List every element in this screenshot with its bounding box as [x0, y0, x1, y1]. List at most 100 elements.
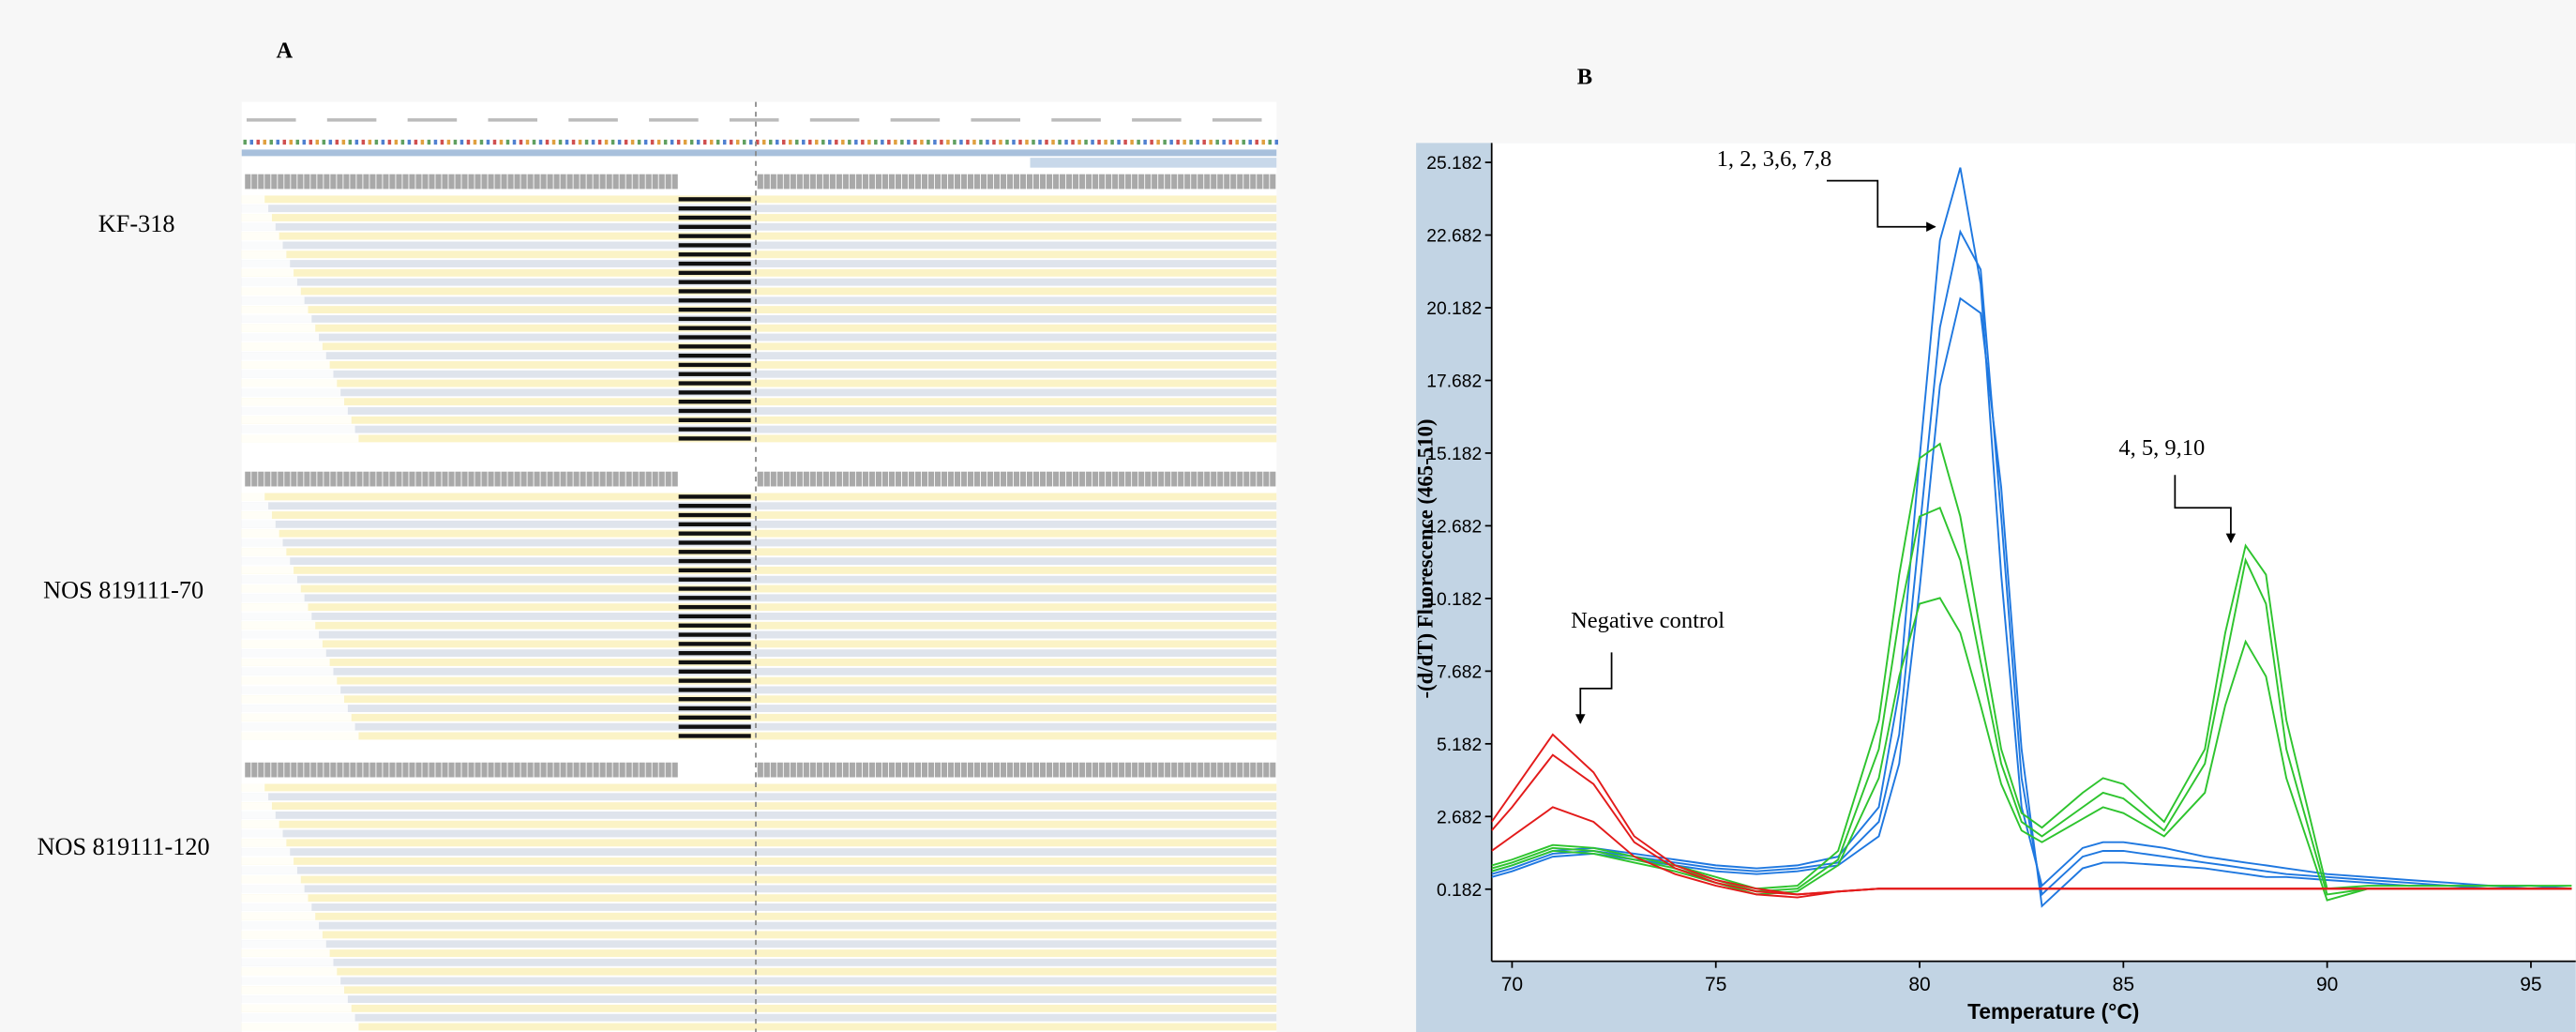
base-dot [1032, 140, 1035, 144]
read-row [242, 493, 1277, 500]
coverage [468, 175, 474, 190]
base-dot [920, 140, 924, 144]
read-row [242, 361, 1277, 369]
read-row [242, 388, 1277, 396]
coverage [1086, 175, 1092, 190]
coverage [1257, 472, 1262, 487]
coverage [863, 763, 868, 778]
coverage [1047, 763, 1052, 778]
coverage [1152, 175, 1157, 190]
base-dot [487, 140, 490, 144]
coverage [396, 472, 401, 487]
base-dot [388, 140, 392, 144]
coverage [666, 175, 671, 190]
coverage [1033, 763, 1039, 778]
ruler-tick [568, 118, 618, 122]
coverage [1230, 175, 1236, 190]
coverage [475, 175, 480, 190]
coverage [672, 472, 678, 487]
coverage [324, 472, 329, 487]
coverage [415, 175, 421, 190]
coverage [987, 175, 993, 190]
coverage [515, 763, 520, 778]
coverage [415, 763, 421, 778]
coverage [1060, 175, 1065, 190]
base-dot [1051, 140, 1055, 144]
base-dot [329, 140, 333, 144]
coverage [1224, 763, 1229, 778]
deletion [679, 271, 751, 275]
coverage [376, 175, 382, 190]
read-row [242, 793, 1277, 800]
soft-clip [242, 802, 272, 810]
coverage [843, 472, 849, 487]
coverage [987, 472, 993, 487]
read-row [242, 931, 1277, 938]
base-dot [730, 140, 733, 144]
coverage [863, 175, 868, 190]
coverage [889, 763, 895, 778]
coverage [554, 763, 560, 778]
coverage [541, 472, 547, 487]
soft-clip [242, 613, 312, 620]
coverage [1243, 175, 1249, 190]
soft-clip [242, 241, 283, 249]
coverage [310, 763, 316, 778]
base-dot [441, 140, 444, 144]
coverage [915, 175, 921, 190]
coverage [435, 175, 441, 190]
coverage [548, 763, 553, 778]
coverage [396, 763, 401, 778]
soft-clip [242, 371, 334, 378]
coverage [1132, 763, 1137, 778]
deletion [679, 289, 751, 293]
base-dot [1123, 140, 1127, 144]
soft-clip [242, 857, 294, 865]
coverage [764, 472, 770, 487]
read-row [242, 434, 1277, 442]
soft-clip [242, 380, 338, 387]
soft-clip [242, 705, 348, 712]
coverage [909, 472, 914, 487]
soft-clip [242, 839, 287, 846]
soft-clip [242, 848, 290, 856]
soft-clip [242, 388, 340, 396]
coverage [830, 472, 836, 487]
coverage [823, 763, 829, 778]
coverage [1027, 763, 1032, 778]
read-row [242, 315, 1277, 323]
coverage [1027, 472, 1032, 487]
coverage [535, 175, 540, 190]
base-dot [520, 140, 523, 144]
coverage [994, 175, 1000, 190]
read-row [242, 576, 1277, 584]
base-dot [552, 140, 556, 144]
coverage [653, 175, 658, 190]
coverage [1132, 175, 1137, 190]
read-row [242, 977, 1277, 984]
coverage [297, 472, 303, 487]
coverage [461, 175, 467, 190]
base-dot [677, 140, 681, 144]
coverage [1086, 763, 1092, 778]
coverage [1007, 763, 1013, 778]
base-dot [933, 140, 937, 144]
base-dot [1077, 140, 1081, 144]
coverage [1001, 472, 1006, 487]
soft-clip [242, 426, 355, 433]
base-dot [887, 140, 891, 144]
coverage [468, 763, 474, 778]
coverage [961, 763, 967, 778]
coverage [528, 175, 534, 190]
base-dot [861, 140, 865, 144]
deletion [679, 734, 751, 737]
coverage [1224, 175, 1229, 190]
ruler-tick [247, 118, 296, 122]
base-dot [1038, 140, 1042, 144]
coverage [284, 175, 290, 190]
coverage [278, 175, 283, 190]
coverage [830, 763, 836, 778]
coverage [501, 763, 506, 778]
coverage [1145, 763, 1151, 778]
read-row [242, 223, 1277, 231]
